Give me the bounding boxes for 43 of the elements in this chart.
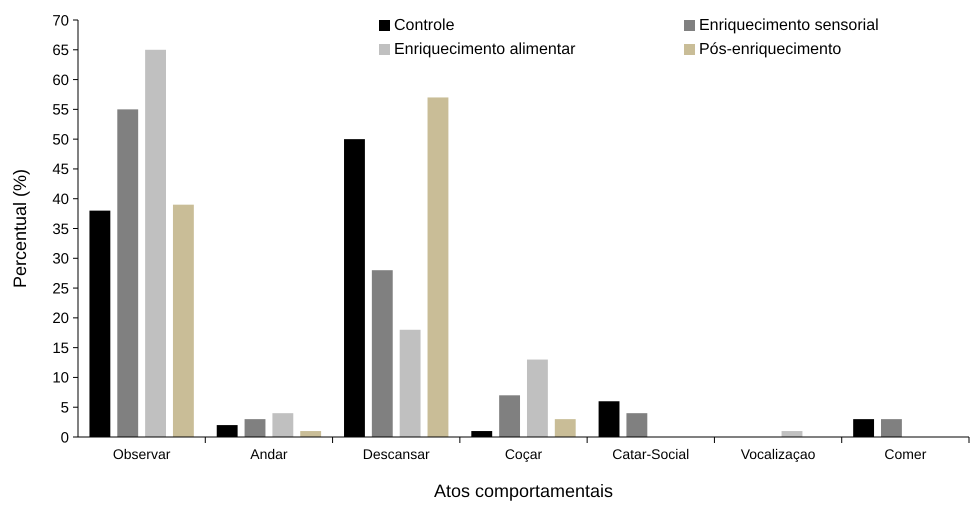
bar xyxy=(782,431,802,437)
bar xyxy=(300,431,322,437)
x-tick-label: Catar-Social xyxy=(612,446,690,462)
y-tick-label: 5 xyxy=(60,399,69,416)
y-tick-label: 55 xyxy=(52,102,69,119)
bar xyxy=(272,413,294,437)
bar xyxy=(145,50,166,437)
y-tick-label: 30 xyxy=(52,250,69,268)
bar xyxy=(372,270,393,437)
y-tick-label: 70 xyxy=(52,12,69,30)
x-tick-label: Coçar xyxy=(504,446,543,462)
y-tick-label: 25 xyxy=(52,280,69,298)
legend-label: Enriquecimento sensorial xyxy=(699,17,879,34)
y-tick-label: 50 xyxy=(52,131,69,148)
bar xyxy=(172,204,194,437)
bar xyxy=(428,97,448,437)
y-tick-label: 60 xyxy=(52,72,69,89)
x-tick-label: Descansar xyxy=(362,446,430,462)
y-tick-label: 20 xyxy=(52,310,69,328)
x-tick-label: Observar xyxy=(112,446,171,462)
y-tick-label: 10 xyxy=(52,370,69,387)
y-tick-label: 65 xyxy=(52,42,69,60)
x-tick-label: Andar xyxy=(250,446,288,462)
bar xyxy=(554,419,576,437)
y-tick-label: 45 xyxy=(52,161,69,178)
y-tick-label: 40 xyxy=(52,190,69,208)
bar xyxy=(526,360,548,437)
bar xyxy=(626,413,648,437)
y-tick-label: 35 xyxy=(52,220,69,238)
bar xyxy=(881,419,902,437)
bar xyxy=(117,109,138,437)
legend-label: Pós-enriquecimento xyxy=(699,41,842,58)
bar xyxy=(400,330,421,437)
y-tick-label: 0 xyxy=(60,429,69,446)
bar xyxy=(244,419,266,437)
x-tick-label: Vocalizaçao xyxy=(740,446,816,462)
legend-label: Enriquecimento alimentar xyxy=(394,41,576,58)
y-axis-title: Percentual (%) xyxy=(10,168,30,288)
x-axis-title: Atos comportamentais xyxy=(434,481,614,501)
x-tick-label: Comer xyxy=(884,446,927,462)
legend-label: Controle xyxy=(394,17,455,34)
y-tick-label: 15 xyxy=(52,340,69,357)
bar xyxy=(499,395,520,437)
